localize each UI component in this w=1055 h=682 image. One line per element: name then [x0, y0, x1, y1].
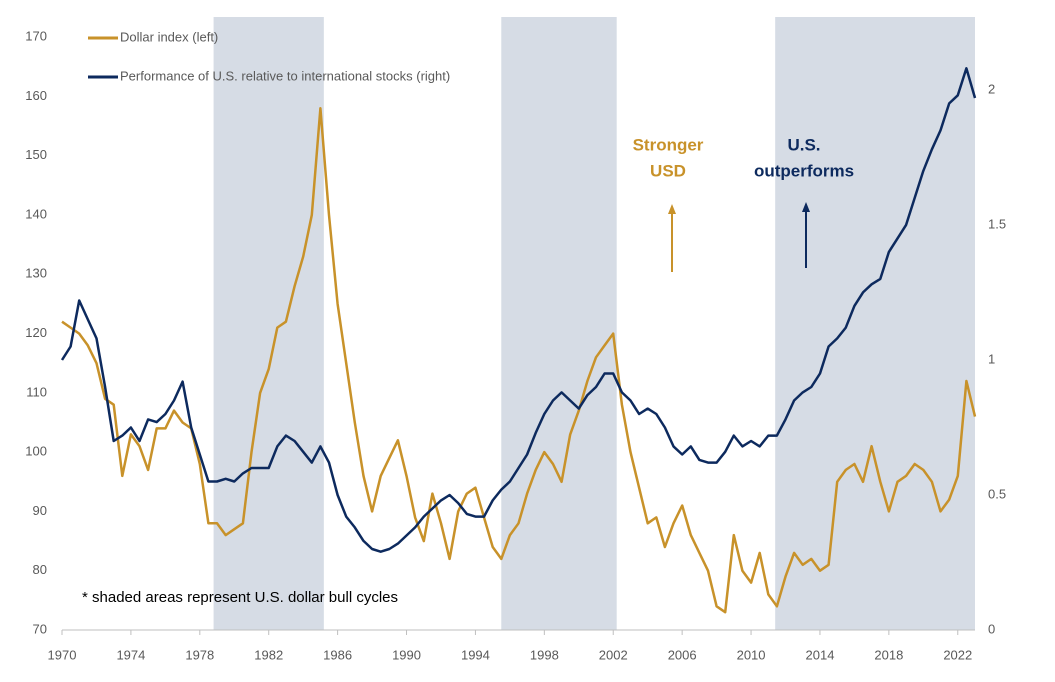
- y-tick-label: 170: [25, 29, 47, 44]
- footnote: * shaded areas represent U.S. dollar bul…: [82, 589, 398, 606]
- x-tick-label: 2006: [668, 647, 697, 662]
- y-tick-label: 130: [25, 266, 47, 281]
- shaded-period: [213, 17, 324, 630]
- x-tick-label: 1994: [461, 647, 490, 662]
- x-tick-label: 1982: [254, 647, 283, 662]
- y-tick-label: 70: [33, 621, 47, 636]
- annotation: outperforms: [754, 161, 854, 180]
- legend-label: Performance of U.S. relative to internat…: [120, 68, 450, 83]
- y-tick-label: 140: [25, 206, 47, 221]
- legend-label: Dollar index (left): [120, 29, 218, 44]
- x-tick-label: 2010: [737, 647, 766, 662]
- arrow-head: [802, 202, 810, 212]
- x-tick-label: 1974: [116, 647, 145, 662]
- y-tick-label: 80: [33, 562, 47, 577]
- y-tick-label: 150: [25, 147, 47, 162]
- series-line: [60, 67, 977, 553]
- y2-tick-label: 1: [988, 351, 995, 366]
- x-tick-label: 1978: [185, 647, 214, 662]
- x-tick-label: 1986: [323, 647, 352, 662]
- annotation: U.S.: [787, 135, 820, 154]
- x-tick-label: 1990: [392, 647, 421, 662]
- series-line: [61, 107, 977, 614]
- x-tick-label: 2002: [599, 647, 628, 662]
- x-tick-label: 2022: [943, 647, 972, 662]
- shaded-period: [775, 17, 975, 630]
- arrow-head: [668, 204, 676, 214]
- x-tick-label: 2014: [806, 647, 835, 662]
- x-tick-label: 1998: [530, 647, 559, 662]
- shaded-period: [501, 17, 617, 630]
- annotation: Stronger: [633, 135, 704, 154]
- y-tick-label: 100: [25, 444, 47, 459]
- y2-tick-label: 0: [988, 621, 995, 636]
- x-tick-label: 1970: [48, 647, 77, 662]
- y2-tick-label: 1.5: [988, 216, 1006, 231]
- y-tick-label: 90: [33, 503, 47, 518]
- y-tick-label: 160: [25, 88, 47, 103]
- y2-tick-label: 0.5: [988, 486, 1006, 501]
- y-tick-label: 110: [26, 384, 47, 399]
- x-tick-label: 2018: [874, 647, 903, 662]
- y-tick-label: 120: [25, 325, 47, 340]
- y2-tick-label: 2: [988, 81, 995, 96]
- annotation: USD: [650, 161, 686, 180]
